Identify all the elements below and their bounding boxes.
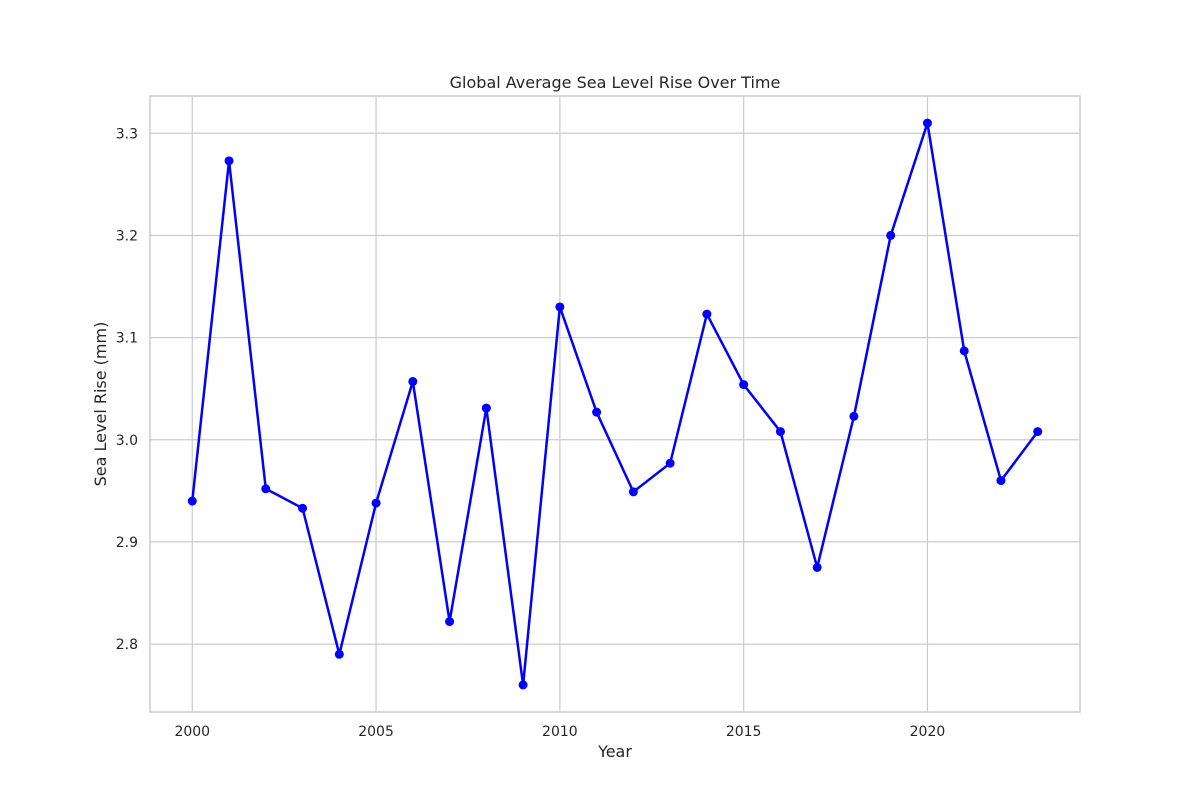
- data-point: [628, 487, 638, 497]
- data-point: [408, 377, 418, 387]
- data-point: [224, 156, 234, 166]
- y-tick-label: 3.2: [116, 228, 138, 244]
- data-point: [187, 496, 197, 506]
- x-tick-label: 2020: [910, 724, 946, 740]
- ticks-layer: 2000 2005 2010 2015 2020 2.8 2.9 3.0 3.1 3.2 3.3: [116, 126, 946, 740]
- x-tick-label: 2005: [358, 724, 394, 740]
- data-point: [1033, 427, 1043, 437]
- data-point: [481, 403, 491, 413]
- grid-layer: [150, 96, 1080, 712]
- y-axis-label: Sea Level Rise (mm): [91, 322, 110, 487]
- data-point: [812, 562, 822, 572]
- y-tick-label: 2.8: [116, 637, 138, 653]
- y-tick-label: 3.0: [116, 433, 138, 449]
- data-point: [775, 427, 785, 437]
- data-point: [849, 411, 859, 421]
- data-point: [996, 476, 1006, 486]
- data-point: [518, 680, 528, 690]
- data-point: [371, 498, 381, 508]
- chart-title: Global Average Sea Level Rise Over Time: [450, 73, 781, 92]
- data-point: [959, 346, 969, 356]
- x-axis-label: Year: [597, 742, 632, 761]
- y-tick-label: 3.3: [116, 126, 138, 142]
- data-point: [886, 230, 896, 240]
- data-point: [298, 503, 308, 513]
- data-point: [665, 458, 675, 468]
- data-point: [555, 302, 565, 312]
- x-tick-label: 2000: [174, 724, 210, 740]
- data-point: [702, 309, 712, 319]
- y-tick-label: 3.1: [116, 331, 138, 347]
- data-point: [445, 617, 455, 627]
- series-line: [191, 121, 1039, 687]
- data-layer: [187, 118, 1043, 690]
- data-point: [739, 380, 749, 390]
- x-tick-label: 2015: [726, 724, 762, 740]
- plot-frame: [149, 95, 1081, 713]
- data-point: [592, 407, 602, 417]
- data-point: [334, 649, 344, 659]
- data-point: [922, 118, 932, 128]
- x-tick-label: 2010: [542, 724, 578, 740]
- y-tick-label: 2.9: [116, 535, 138, 551]
- data-point: [261, 484, 271, 494]
